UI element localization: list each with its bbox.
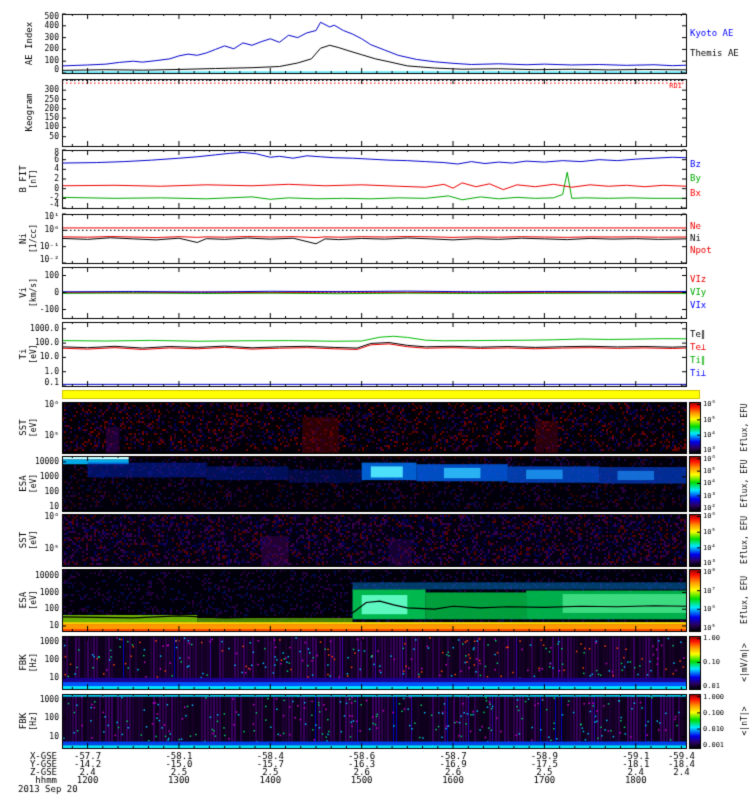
themis-summary-plot: P1 (TH-B): [0, 0, 750, 800]
plot-canvas: [0, 0, 750, 800]
